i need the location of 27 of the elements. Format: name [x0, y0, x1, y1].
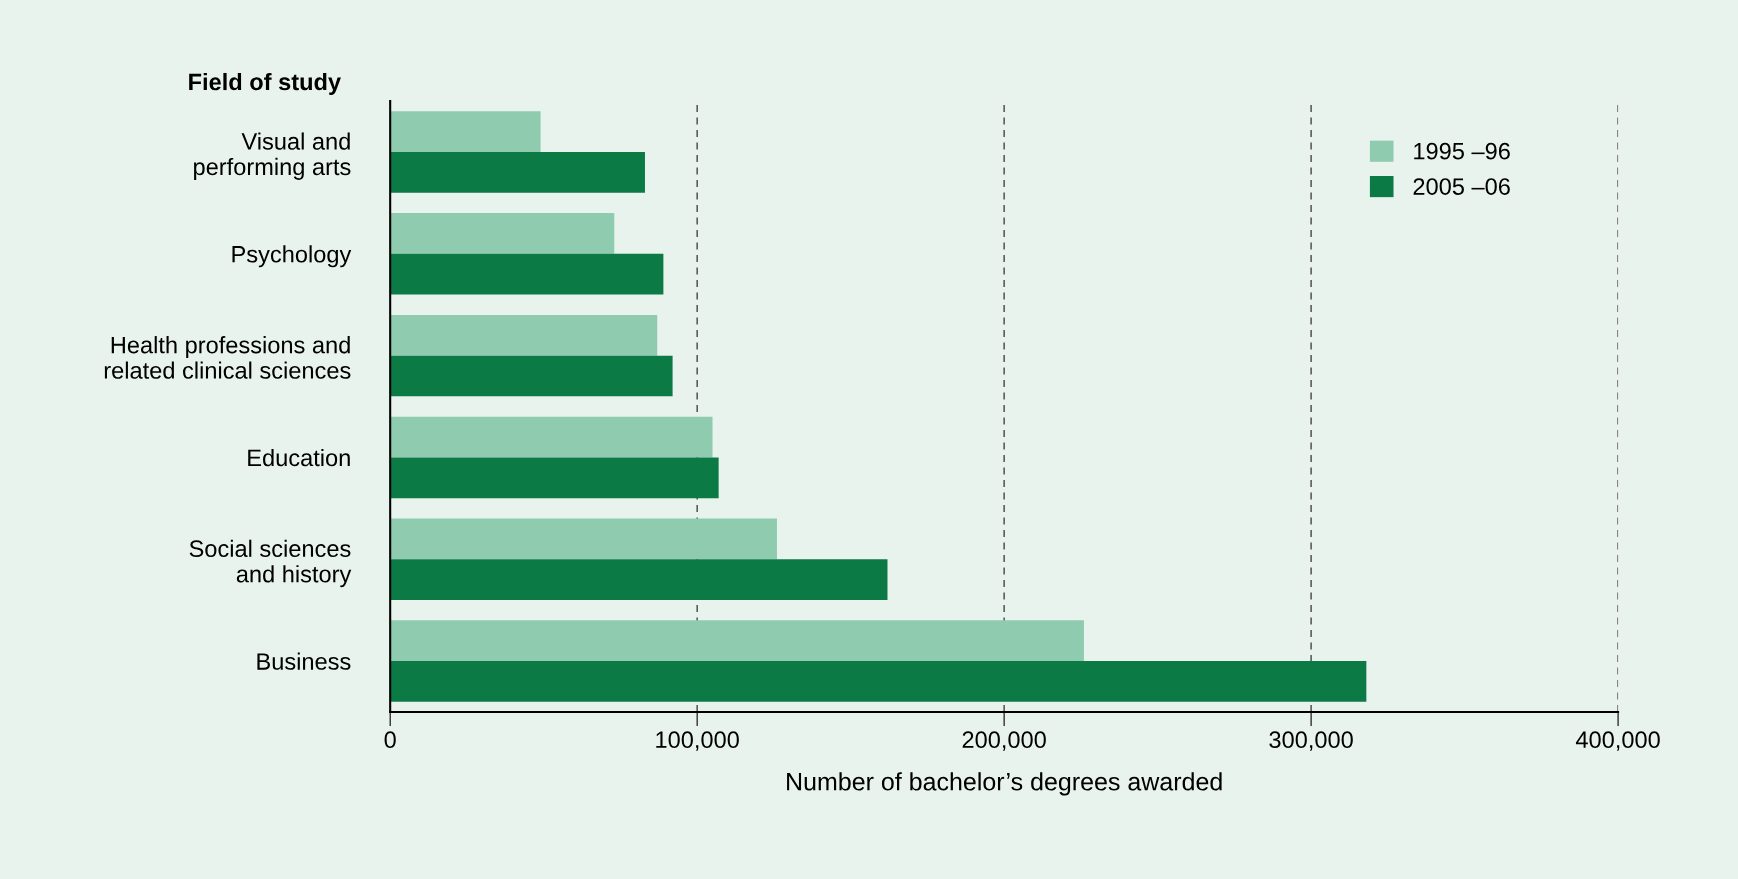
x-tick-label: 200,000: [962, 731, 1046, 751]
bar: [390, 559, 888, 600]
x-tick-label: 400,000: [1575, 731, 1660, 751]
x-axis-title: Number of bachelor’s degrees awarded: [787, 772, 1222, 796]
bar: [390, 620, 1084, 662]
y-tick-label: Business: [257, 652, 351, 670]
legend-label: 2005 –06: [1413, 178, 1510, 195]
bar: [390, 213, 615, 254]
bar: [390, 314, 658, 356]
x-tick-label: 100,000: [656, 731, 739, 751]
bar: [390, 355, 673, 397]
y-tick-label: Visual and performing arts: [194, 132, 351, 180]
bar: [390, 253, 664, 295]
bar: [390, 111, 541, 152]
y-axis-title: Field of study: [189, 72, 341, 95]
y-tick-label: Education: [248, 448, 350, 467]
bar: [390, 518, 777, 560]
x-tick-label: 0: [384, 731, 396, 749]
bar: [390, 661, 1367, 702]
bar: [390, 151, 645, 193]
legend-label: 1995 –96: [1414, 142, 1510, 160]
x-tick-label: 300,000: [1269, 731, 1353, 751]
y-tick-label: Psychology: [232, 245, 352, 268]
bar: [390, 416, 713, 458]
y-tick-label: Social sciences and history: [189, 539, 352, 588]
y-tick-label: Health professions and related clinical sciences: [104, 336, 351, 379]
bar: [390, 457, 719, 499]
